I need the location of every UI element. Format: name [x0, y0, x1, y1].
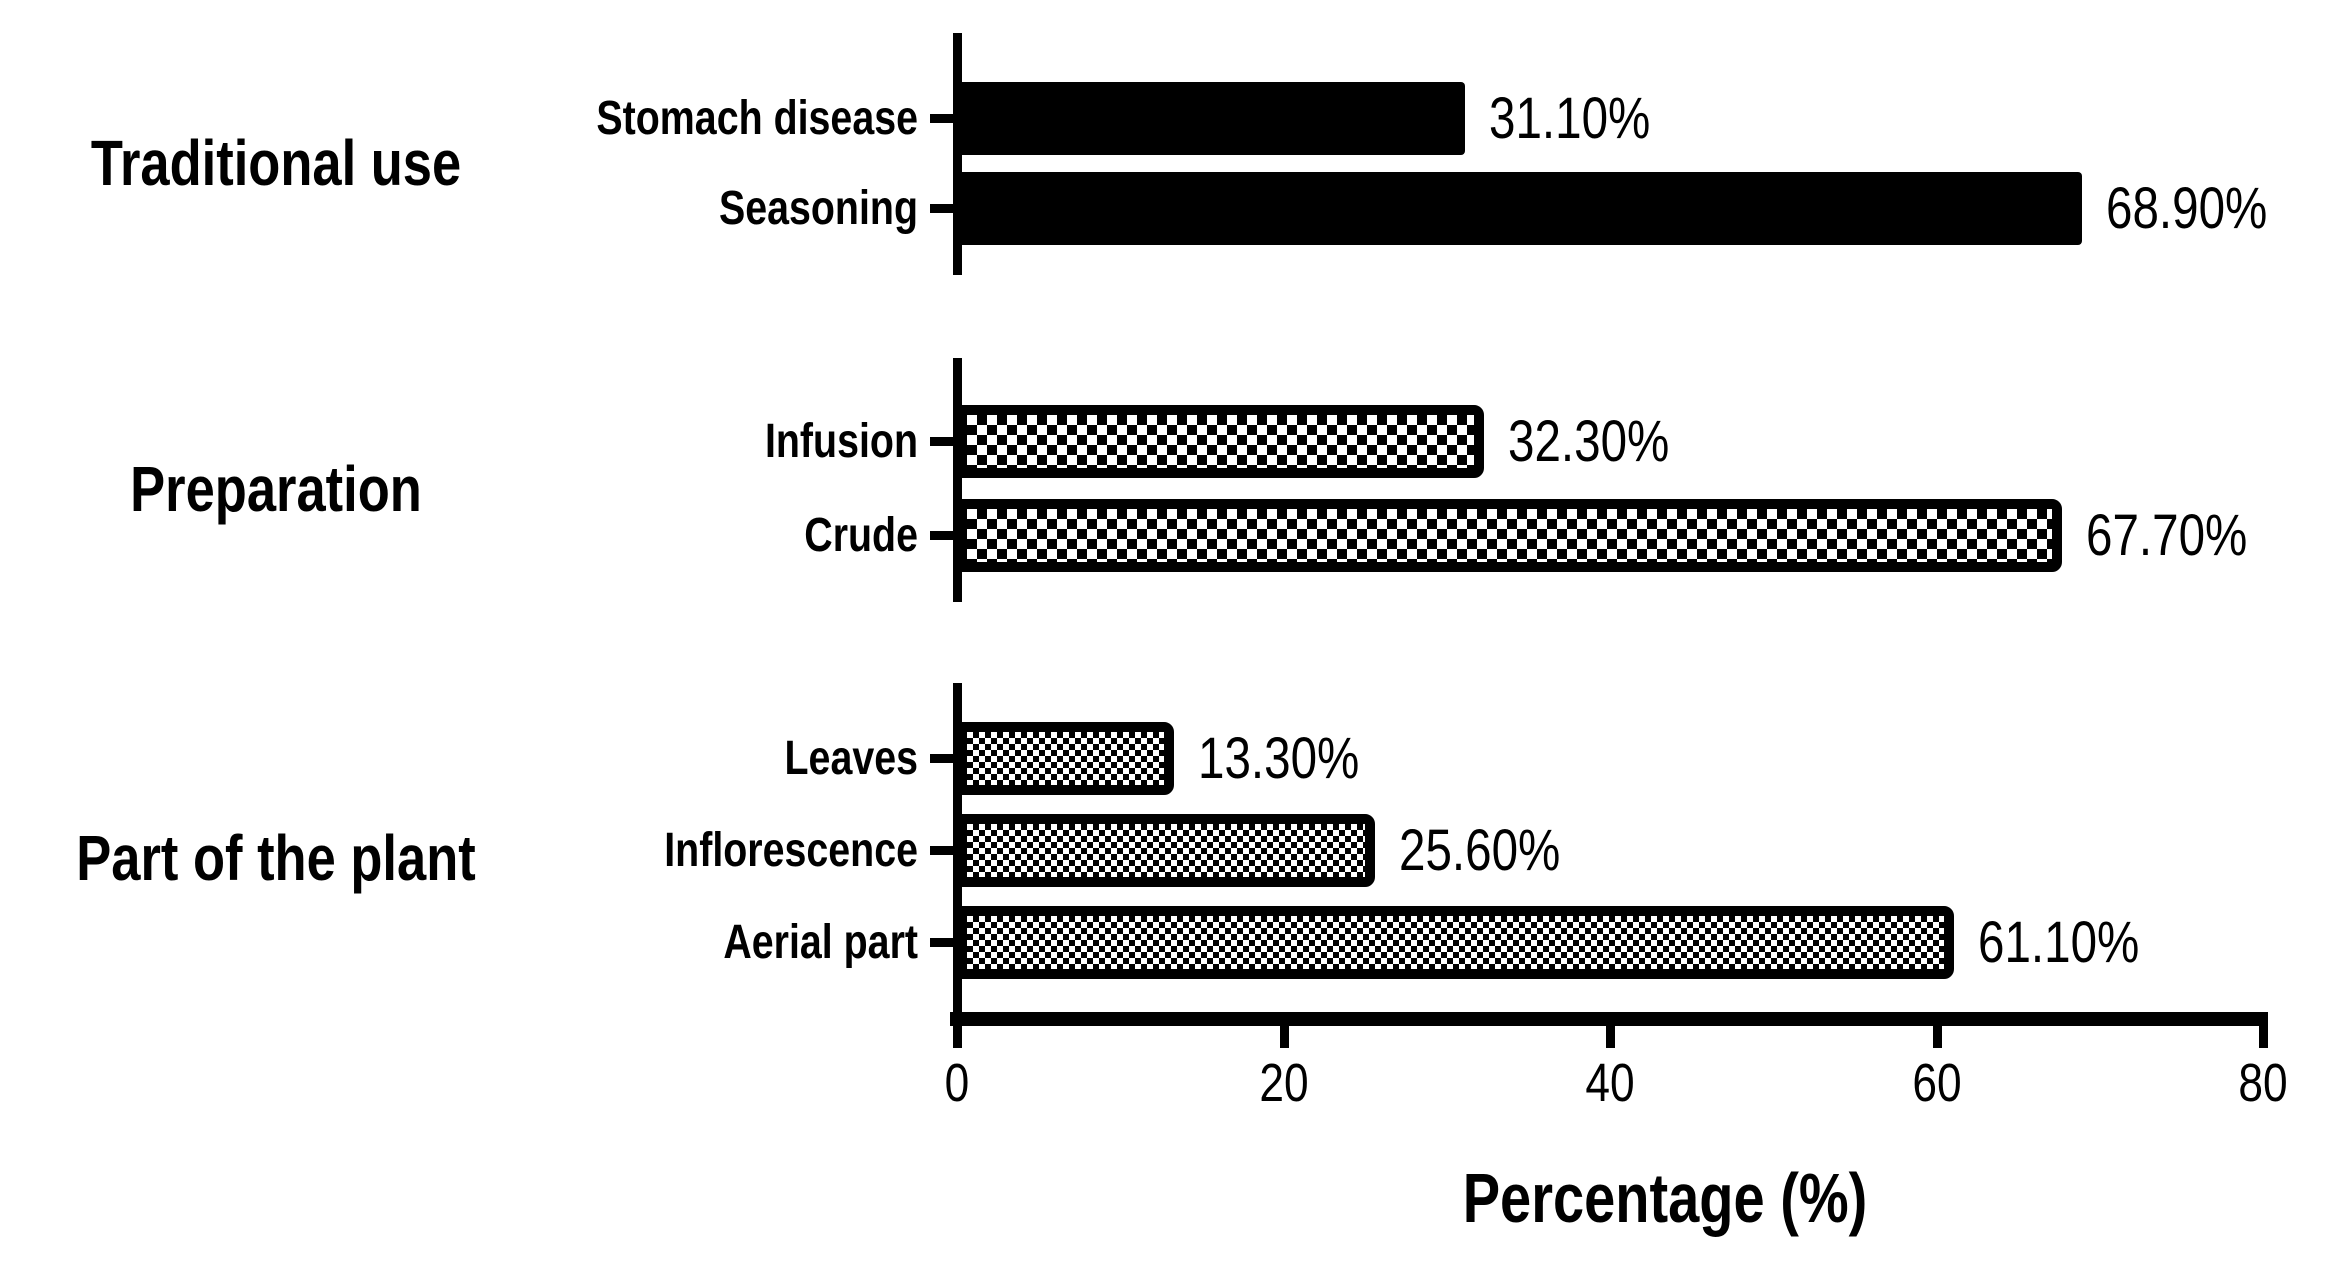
bar-crude [957, 499, 2063, 572]
category-tick-inflorescence [930, 846, 954, 855]
bar-area-aerial-part: 61.10% [957, 906, 2263, 979]
x-axis-tick-60 [1933, 1012, 1942, 1048]
category-label-inflorescence: Inflorescence [664, 824, 918, 877]
bar-infusion [957, 405, 1485, 478]
x-axis-tick-40 [1606, 1012, 1615, 1048]
bar-row-infusion: Infusion 32.30% [0, 405, 2263, 478]
bar-row-aerial-part: Aerial part 61.10% [0, 906, 2263, 979]
x-tick-label-20: 20 [1259, 1053, 1309, 1113]
bar-area-seasoning: 68.90% [957, 172, 2267, 245]
group-label-part-of-the-plant: Part of the plant [76, 822, 476, 894]
category-tick-seasoning [930, 204, 954, 213]
category-label-leaves: Leaves [784, 732, 918, 785]
bar-row-seasoning: Seasoning 68.90% [0, 172, 2267, 245]
bar-area-leaves: 13.30% [957, 722, 2263, 795]
category-label-aerial-part: Aerial part [723, 916, 918, 969]
value-label-seasoning: 68.90% [2105, 176, 2268, 241]
x-tick-label-80: 80 [2238, 1053, 2288, 1113]
value-label-inflorescence: 25.60% [1398, 818, 1561, 883]
group-label-traditional-use: Traditional use [90, 127, 462, 199]
bar-leaves [957, 722, 1175, 795]
x-axis-tick-80 [2259, 1012, 2268, 1048]
group-label-preparation: Preparation [130, 453, 422, 525]
category-label-infusion: Infusion [764, 415, 918, 468]
category-tick-leaves [930, 754, 954, 763]
bar-seasoning [957, 172, 2082, 245]
bar-stomach-disease [957, 82, 1465, 155]
value-label-aerial-part: 61.10% [1978, 910, 2140, 975]
bar-row-stomach-disease: Stomach disease 31.10% [0, 82, 2263, 155]
value-label-stomach-disease: 31.10% [1488, 86, 1651, 151]
value-label-infusion: 32.30% [1508, 409, 1670, 474]
value-label-crude: 67.70% [2086, 503, 2248, 568]
x-axis-title: Percentage (%) [1462, 1159, 1868, 1237]
bar-area-crude: 67.70% [957, 499, 2263, 572]
x-tick-label-0: 0 [944, 1053, 970, 1113]
category-tick-crude [930, 531, 954, 540]
bar-area-inflorescence: 25.60% [957, 814, 2263, 887]
category-tick-aerial-part [930, 938, 954, 947]
x-tick-label-60: 60 [1912, 1053, 1962, 1113]
x-axis-tick-20 [1280, 1012, 1289, 1048]
bar-row-inflorescence: Inflorescence 25.60% [0, 814, 2263, 887]
bar-aerial-part [957, 906, 1955, 979]
value-label-leaves: 13.30% [1198, 726, 1360, 791]
x-axis-tick-0 [953, 1012, 962, 1048]
category-label-crude: Crude [804, 509, 918, 562]
x-tick-label-40: 40 [1585, 1053, 1635, 1113]
category-tick-infusion [930, 437, 954, 446]
bar-area-stomach-disease: 31.10% [957, 82, 2263, 155]
bar-row-crude: Crude 67.70% [0, 499, 2263, 572]
category-tick-stomach-disease [930, 114, 954, 123]
y-axis-segment-preparation [953, 358, 962, 602]
bar-inflorescence [957, 814, 1375, 887]
category-label-seasoning: Seasoning [718, 182, 918, 235]
category-label-stomach-disease: Stomach disease [596, 92, 918, 145]
bar-row-leaves: Leaves 13.30% [0, 722, 2263, 795]
bar-area-infusion: 32.30% [957, 405, 2263, 478]
